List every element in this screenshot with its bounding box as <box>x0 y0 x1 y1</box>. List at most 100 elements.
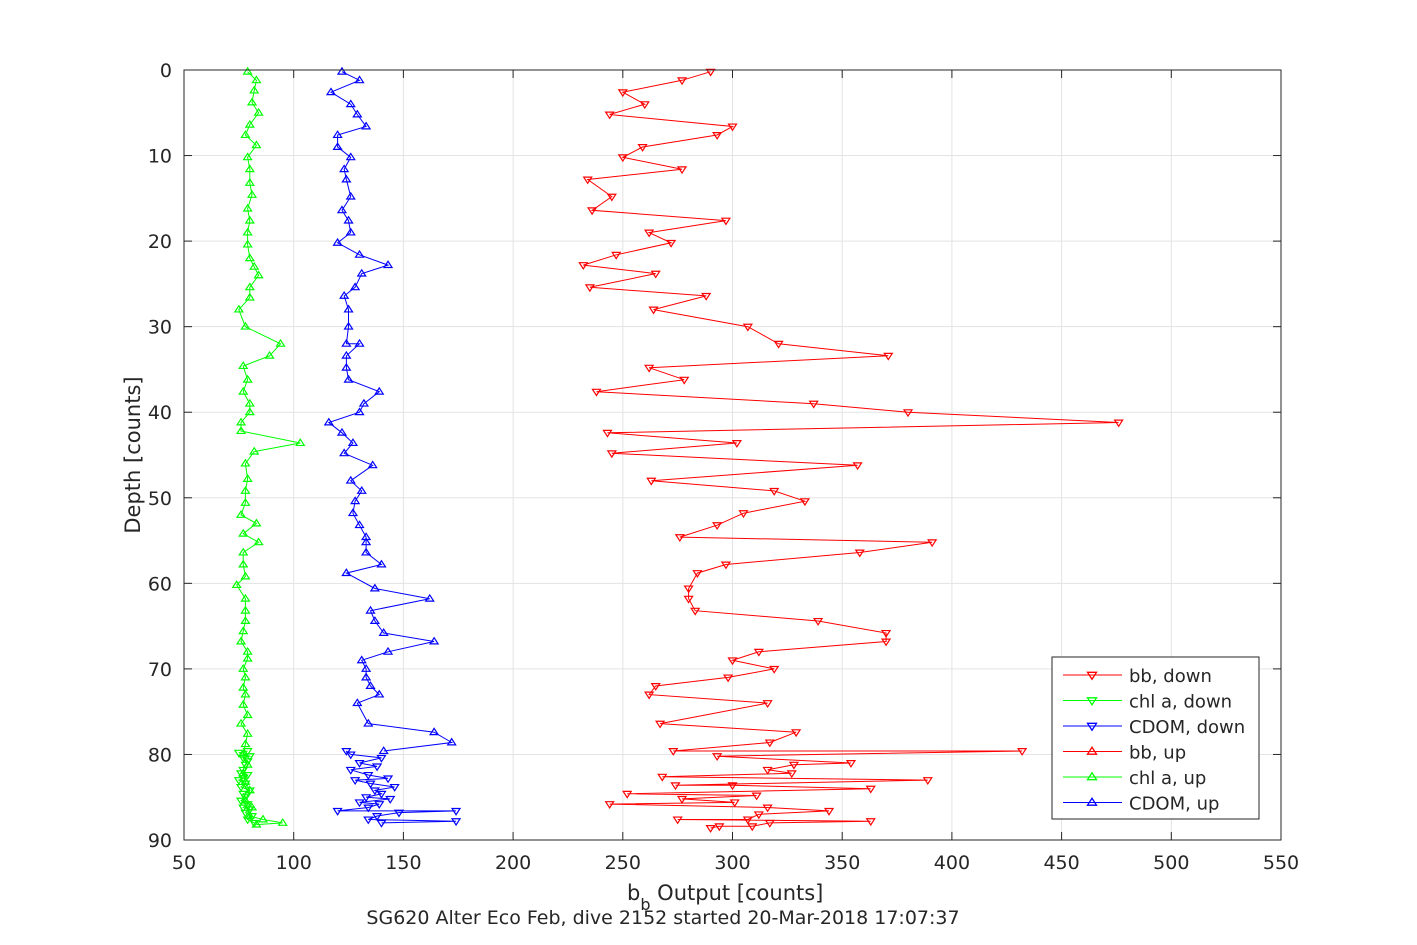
data-point <box>374 689 385 698</box>
data-point <box>367 460 378 469</box>
data-point <box>753 811 764 820</box>
legend-marker <box>1086 771 1098 781</box>
data-point <box>240 776 251 785</box>
data-point <box>343 215 354 224</box>
x-axis-label: bb Output [counts] <box>627 881 823 914</box>
data-point <box>382 260 394 269</box>
data-point <box>611 251 622 260</box>
data-point <box>712 522 723 531</box>
x-tick-label: 200 <box>495 852 531 874</box>
data-point <box>246 190 258 198</box>
y-tick-label: 30 <box>148 317 172 339</box>
x-tick-label: 450 <box>1043 852 1079 874</box>
data-point <box>238 626 249 635</box>
data-point <box>238 361 249 370</box>
data-point <box>738 510 749 519</box>
data-point <box>347 508 359 517</box>
data-point <box>382 775 394 784</box>
data-point <box>622 790 633 799</box>
legend-label: CDOM, down <box>1129 717 1245 738</box>
data-point <box>251 140 262 149</box>
data-point <box>665 239 677 248</box>
y-tick-label: 50 <box>148 488 172 510</box>
data-point <box>352 698 363 707</box>
data-point <box>363 771 374 780</box>
data-point <box>591 388 602 397</box>
data-point <box>354 520 365 529</box>
data-point <box>374 801 385 809</box>
data-point <box>244 164 255 173</box>
data-point <box>240 739 251 748</box>
data-point <box>352 109 363 118</box>
data-point <box>240 605 251 614</box>
data-point <box>235 718 247 727</box>
y-tick-label: 10 <box>148 146 172 168</box>
data-point <box>604 801 615 809</box>
data-point <box>240 593 251 602</box>
data-point <box>244 215 255 224</box>
series-4 <box>231 66 306 828</box>
data-point <box>251 518 262 527</box>
series-2 <box>332 748 462 828</box>
data-point <box>1113 419 1124 428</box>
data-point <box>343 304 354 313</box>
data-point <box>238 699 249 708</box>
data-point <box>361 537 372 546</box>
data-point <box>242 152 253 161</box>
data-point <box>244 398 255 407</box>
legend-label: chl a, down <box>1129 692 1232 713</box>
data-point <box>240 616 251 624</box>
data-point <box>253 270 264 279</box>
data-point <box>799 498 811 507</box>
data-point <box>650 270 661 279</box>
data-point <box>246 802 258 811</box>
data-point <box>356 655 367 664</box>
data-point <box>242 729 253 737</box>
data-point <box>354 799 365 808</box>
data-point <box>720 561 732 570</box>
data-point <box>354 249 365 258</box>
data-point <box>808 400 819 409</box>
data-point <box>389 783 400 792</box>
series-5 <box>323 66 457 755</box>
data-point <box>332 807 343 816</box>
data-point <box>354 338 365 347</box>
data-point <box>361 547 372 556</box>
data-point <box>883 352 894 361</box>
data-point <box>354 760 365 768</box>
data-point <box>812 617 824 626</box>
data-point <box>674 534 685 543</box>
data-point <box>586 207 598 216</box>
data-point <box>727 782 738 791</box>
data-point <box>244 282 255 291</box>
data-point <box>341 568 352 577</box>
data-point <box>238 768 249 777</box>
data-point <box>343 321 354 330</box>
data-point <box>345 191 356 200</box>
y-tick-label: 90 <box>148 830 172 852</box>
data-point <box>240 498 251 506</box>
data-point <box>332 142 343 150</box>
data-point <box>604 111 615 120</box>
data-point <box>238 663 249 672</box>
x-tick-label: 500 <box>1153 852 1189 874</box>
data-point <box>369 583 380 592</box>
data-point <box>429 727 440 736</box>
data-point <box>922 777 933 786</box>
data-point <box>361 663 372 672</box>
data-point <box>244 811 255 820</box>
data-point <box>231 580 242 589</box>
y-tick-label: 70 <box>148 659 172 681</box>
data-point <box>450 807 462 816</box>
data-point <box>242 474 253 482</box>
data-point <box>753 648 764 657</box>
data-point <box>249 261 260 270</box>
data-point <box>865 785 876 794</box>
y-tick-label: 80 <box>148 744 172 766</box>
series-line <box>327 71 454 752</box>
data-point <box>714 823 725 832</box>
data-point <box>242 710 253 719</box>
data-point <box>773 340 784 349</box>
data-point <box>429 636 440 645</box>
data-point <box>341 338 352 347</box>
